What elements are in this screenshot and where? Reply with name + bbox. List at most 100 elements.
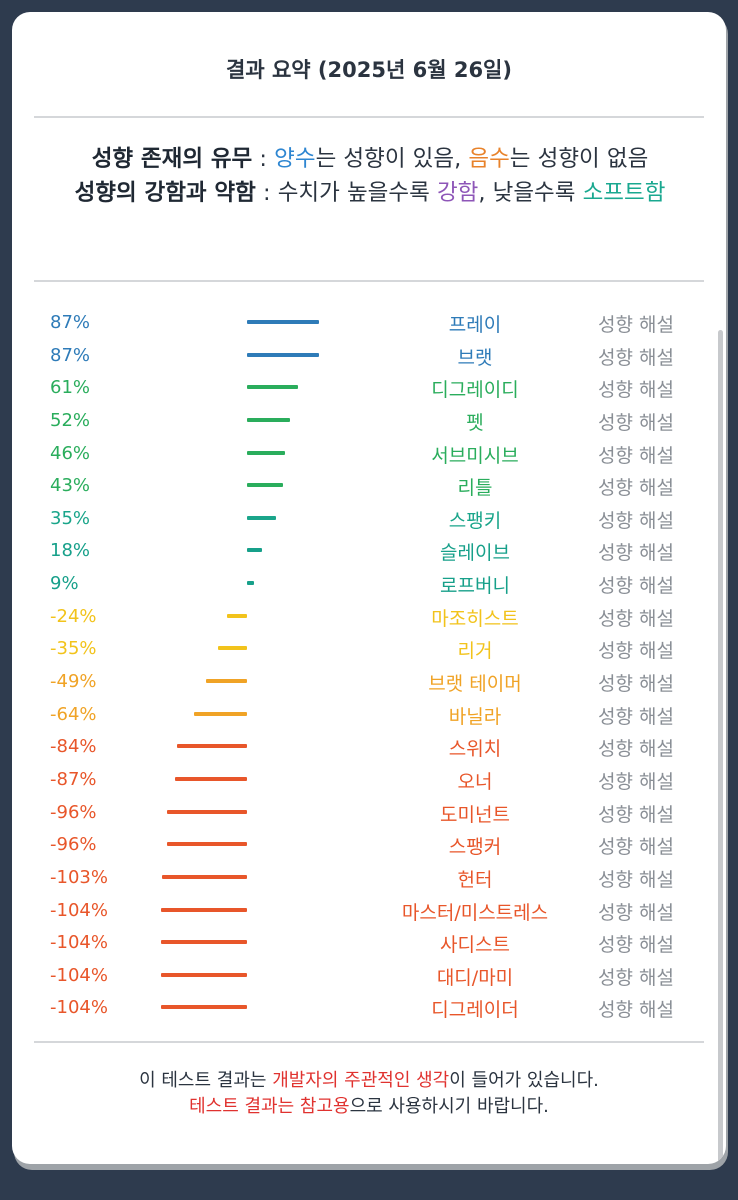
trait-explain-link[interactable]: 성향 해설 (598, 575, 674, 598)
legend-strong-word: 강함 (436, 180, 479, 206)
percent-label: -104% (50, 964, 108, 986)
result-row: -104% 마스터/미스트레스 성향 해설 (12, 897, 726, 930)
trait-explain-link[interactable]: 성향 해설 (598, 966, 674, 989)
value-bar (161, 874, 247, 879)
result-row: 43% 리틀 성향 해설 (12, 472, 726, 505)
trait-explain-link[interactable]: 성향 해설 (598, 477, 674, 500)
trait-explain-link[interactable]: 성향 해설 (598, 705, 674, 728)
percent-label: -103% (50, 866, 108, 888)
percent-label: -64% (50, 703, 97, 725)
footer-highlight: 테스트 결과는 참고용 (189, 1096, 350, 1117)
trait-name: 바닐라 (448, 705, 502, 728)
trait-name: 서브미시브 (431, 444, 519, 467)
result-row: -35% 리거 성향 해설 (12, 635, 726, 668)
percent-label: -87% (50, 768, 97, 790)
result-row: 46% 서브미시브 성향 해설 (12, 440, 726, 473)
legend-text: , 낮을수록 (478, 180, 583, 206)
trait-explain-link[interactable]: 성향 해설 (598, 542, 674, 565)
footer-line-2: 테스트 결과는 참고용으로 사용하시기 바랍니다. (32, 1094, 706, 1120)
trait-explain-link[interactable]: 성향 해설 (598, 770, 674, 793)
trait-name: 브랫 (457, 346, 493, 369)
value-bar (167, 842, 247, 847)
trait-name: 마조히스트 (431, 607, 519, 630)
result-row: -87% 오너 성향 해설 (12, 766, 726, 799)
percent-label: -104% (50, 997, 108, 1019)
legend-text: : 수치가 높을수록 (255, 180, 437, 206)
percent-label: -24% (50, 605, 97, 627)
trait-explain-link[interactable]: 성향 해설 (598, 738, 674, 761)
result-chart: 87% 프레이 성향 해설 87% 브랫 성향 해설 61% 디그레이디 성향 해설 52% 펫 성향… (12, 309, 726, 1027)
value-bar (160, 1005, 247, 1010)
trait-name: 리거 (457, 640, 493, 663)
footer-highlight: 개발자의 주관적인 생각 (272, 1070, 450, 1091)
result-row: -103% 헌터 성향 해설 (12, 864, 726, 897)
percent-label: 9% (50, 573, 79, 595)
result-row: -49% 브랫 테이머 성향 해설 (12, 668, 726, 701)
footer-line-1: 이 테스트 결과는 개발자의 주관적인 생각이 들어가 있습니다. (32, 1068, 706, 1094)
trait-name: 브랫 테이머 (428, 673, 522, 696)
value-bar (247, 548, 262, 553)
percent-label: 35% (50, 507, 91, 529)
trait-explain-link[interactable]: 성향 해설 (598, 314, 674, 336)
value-bar (247, 385, 298, 390)
percent-label: 61% (50, 377, 91, 399)
trait-explain-link[interactable]: 성향 해설 (598, 379, 674, 402)
page-title: 결과 요약 (2025년 6월 26일) (226, 58, 512, 82)
trait-explain-link[interactable]: 성향 해설 (598, 509, 674, 532)
result-row: 52% 펫 성향 해설 (12, 407, 726, 440)
result-row: -24% 마조히스트 성향 해설 (12, 603, 726, 636)
trait-explain-link[interactable]: 성향 해설 (598, 934, 674, 957)
percent-label: 52% (50, 409, 91, 431)
result-row: -96% 도미넌트 성향 해설 (12, 799, 726, 832)
value-bar (174, 776, 247, 781)
percent-label: -49% (50, 671, 97, 693)
value-bar (247, 352, 320, 357)
trait-explain-link[interactable]: 성향 해설 (598, 999, 674, 1022)
percent-label: -104% (50, 932, 108, 954)
trait-explain-link[interactable]: 성향 해설 (598, 673, 674, 696)
percent-label: 18% (50, 540, 91, 562)
legend-line-strength: 성향의 강함과 약함 : 수치가 높을수록 강함, 낮을수록 소프트함 (38, 176, 702, 210)
trait-name: 디그레이디 (431, 379, 519, 402)
value-bar (227, 613, 247, 618)
result-row: -64% 바닐라 성향 해설 (12, 701, 726, 734)
legend: 성향 존재의 유무 : 양수는 성향이 있음, 음수는 성향이 없음 성향의 강… (38, 142, 702, 210)
trait-explain-link[interactable]: 성향 해설 (598, 901, 674, 924)
trait-name: 로프버니 (440, 575, 510, 598)
trait-explain-link[interactable]: 성향 해설 (598, 346, 674, 369)
result-row: -104% 디그레이더 성향 해설 (12, 994, 726, 1027)
trait-name: 대디/마미 (436, 966, 514, 989)
percent-label: 46% (50, 442, 91, 464)
percent-label: 87% (50, 344, 91, 366)
value-bar (177, 744, 247, 749)
trait-explain-link[interactable]: 성향 해설 (598, 411, 674, 434)
value-bar (217, 646, 247, 651)
value-bar (167, 809, 247, 814)
legend-strength-label: 성향의 강함과 약함 (74, 180, 256, 206)
percent-label: -84% (50, 736, 97, 758)
value-bar (247, 483, 283, 488)
trait-name: 프레이 (448, 314, 502, 336)
footer-disclaimer: 이 테스트 결과는 개발자의 주관적인 생각이 들어가 있습니다. 테스트 결과… (32, 1068, 706, 1120)
percent-label: -96% (50, 801, 97, 823)
legend-existence-label: 성향 존재의 유무 (91, 146, 253, 172)
footer-text: 이 들어가 있습니다. (449, 1070, 599, 1091)
scrollbar-thumb[interactable] (718, 330, 723, 1164)
footer-text: 으로 사용하시기 바랍니다. (349, 1096, 549, 1117)
value-bar (247, 515, 277, 520)
trait-explain-link[interactable]: 성향 해설 (598, 868, 674, 891)
value-bar (247, 417, 291, 422)
percent-label: 87% (50, 312, 91, 333)
result-row: 9% 로프버니 성향 해설 (12, 570, 726, 603)
legend-sep: : (252, 146, 275, 172)
value-bar (160, 907, 247, 912)
percent-label: 43% (50, 475, 91, 497)
trait-explain-link[interactable]: 성향 해설 (598, 803, 674, 826)
trait-explain-link[interactable]: 성향 해설 (598, 607, 674, 630)
trait-explain-link[interactable]: 성향 해설 (598, 836, 674, 859)
legend-text: 는 성향이 없음 (509, 146, 649, 172)
result-row: -96% 스팽커 성향 해설 (12, 831, 726, 864)
trait-explain-link[interactable]: 성향 해설 (598, 444, 674, 467)
result-row: 35% 스팽키 성향 해설 (12, 505, 726, 538)
trait-explain-link[interactable]: 성향 해설 (598, 640, 674, 663)
